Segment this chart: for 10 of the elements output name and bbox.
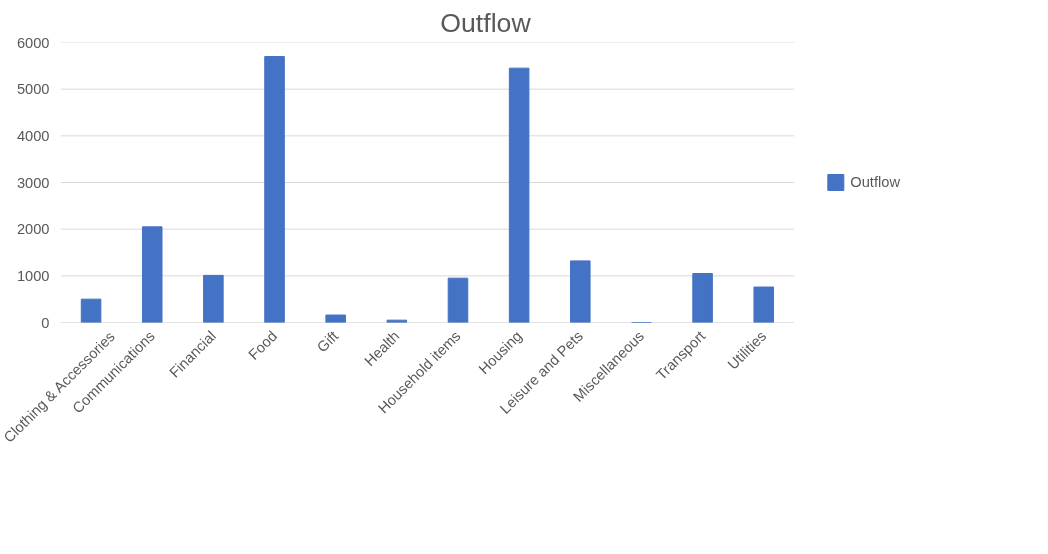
y-tick-label: 5000 — [16, 81, 50, 98]
chart-title: Outflow — [440, 7, 532, 38]
y-tick-label: 6000 — [16, 34, 50, 51]
x-tick-label: Gift — [313, 327, 342, 356]
y-tick-label: 4000 — [16, 127, 50, 144]
y-tick-label: 2000 — [16, 221, 50, 238]
y-tick-label: 0 — [41, 314, 50, 331]
y-tick-label: 1000 — [16, 267, 50, 284]
y-tick-label: 3000 — [16, 174, 50, 191]
legend-label: Outflow — [850, 174, 900, 190]
